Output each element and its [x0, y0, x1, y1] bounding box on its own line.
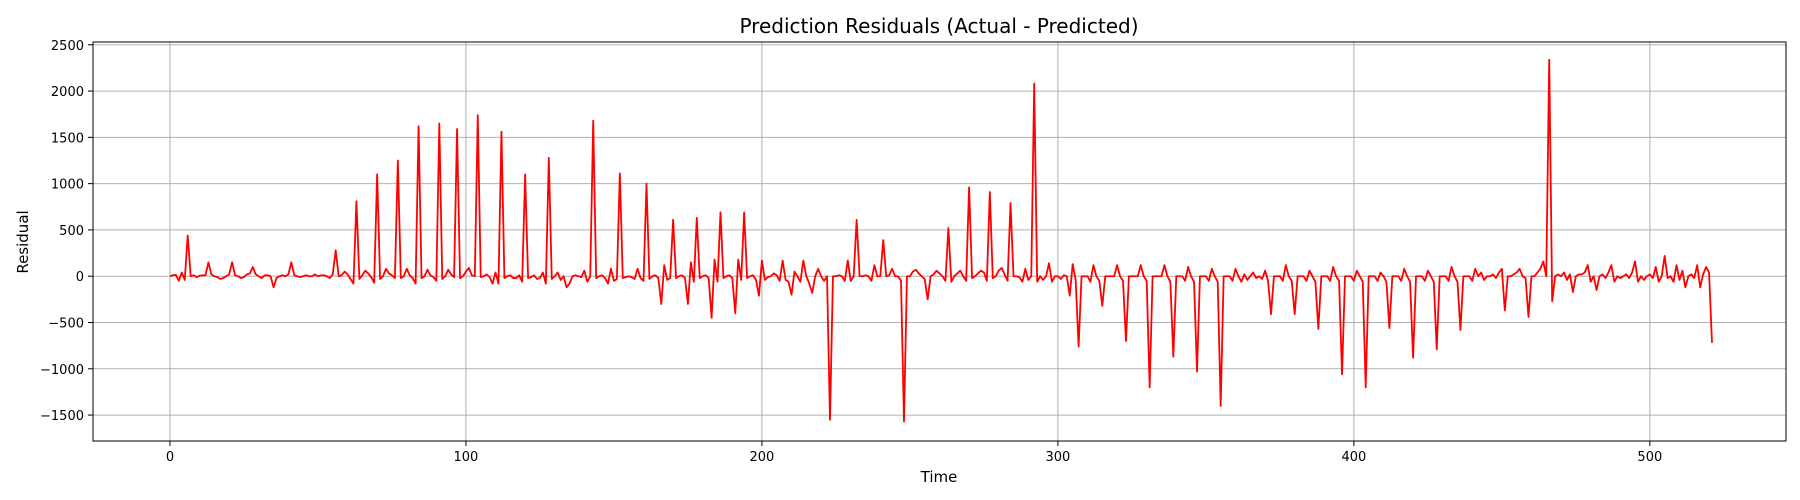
series-layer — [169, 58, 1713, 423]
x-tick-label: 300 — [1045, 450, 1070, 465]
y-tick-label: 0 — [76, 270, 84, 285]
plot-area-frame — [92, 41, 1787, 442]
y-tick-label: −1500 — [40, 409, 84, 424]
chart-title: Prediction Residuals (Actual - Predicted… — [739, 14, 1138, 38]
x-axis-label: Time — [920, 468, 958, 486]
y-tick-label: −500 — [48, 317, 84, 332]
x-tick-label: 400 — [1341, 450, 1366, 465]
y-tick-label: 2500 — [51, 39, 84, 54]
y-axis-ticks: −1500 −1000 −500 0 500 1000 1500 2000 2500 — [40, 39, 93, 424]
x-tick-label: 200 — [749, 450, 774, 465]
y-tick-label: 2000 — [51, 85, 84, 100]
x-axis-ticks: 0 100 200 300 400 500 — [166, 441, 1662, 465]
x-tick-label: 100 — [454, 450, 479, 465]
y-tick-label: −1000 — [40, 363, 84, 378]
y-axis-label: Residual — [14, 210, 32, 273]
y-tick-label: 1000 — [51, 178, 84, 193]
y-tick-label: 1500 — [51, 131, 84, 146]
x-tick-label: 0 — [166, 450, 174, 465]
x-tick-label: 500 — [1637, 450, 1662, 465]
residual-series-line — [169, 58, 1713, 423]
y-tick-label: 500 — [59, 224, 84, 239]
